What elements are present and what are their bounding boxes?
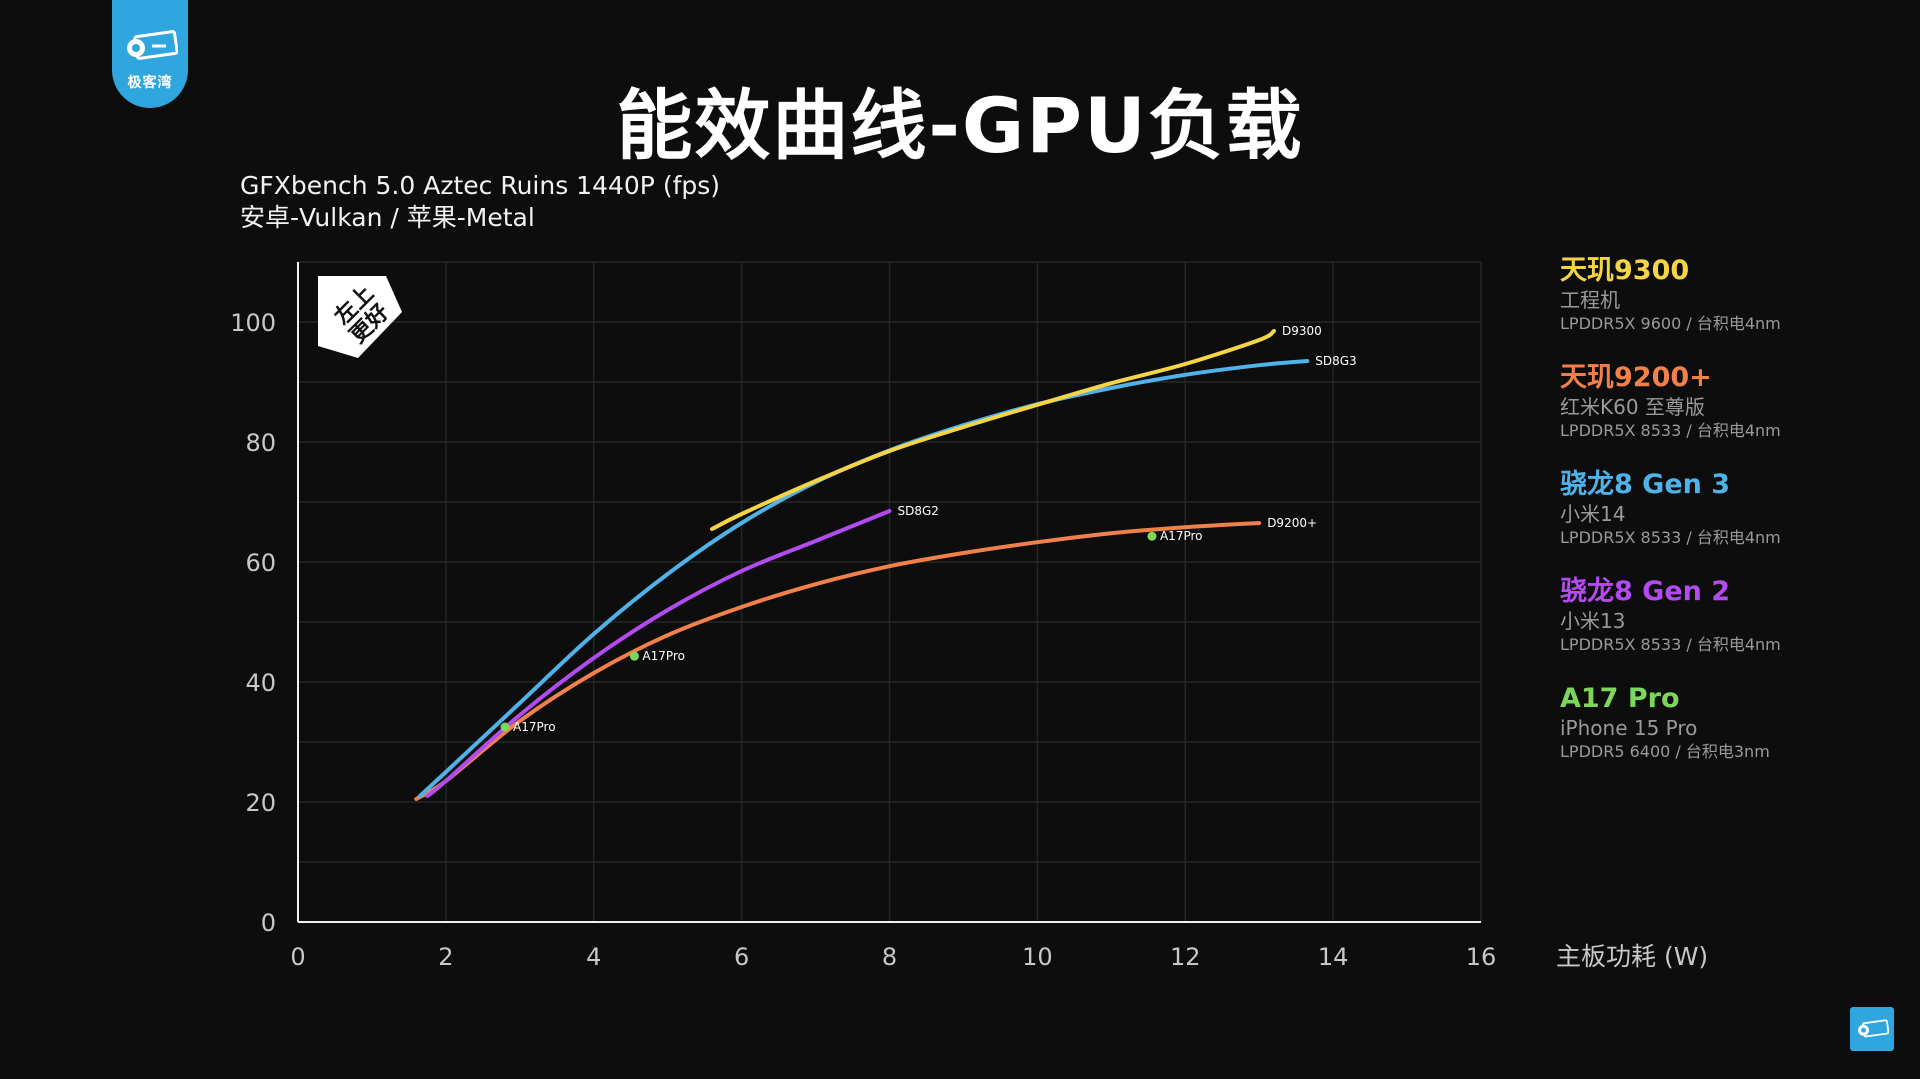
chart-series: D9200+ SD8G2 SD8G3 D9300 (414, 324, 1357, 801)
subtitle-line-1: GFXbench 5.0 Aztec Ruins 1440P (fps) (240, 171, 721, 200)
series-line-d9300 (710, 329, 1276, 531)
x-axis-label: 主板功耗 (W) (1556, 942, 1708, 971)
x-tick-label: 12 (1170, 943, 1201, 971)
subtitle-line-2: 安卓-Vulkan / 苹果-Metal (240, 203, 535, 232)
legend-item-device: iPhone 15 Pro (1560, 716, 1698, 740)
x-tick-label: 2 (438, 943, 453, 971)
a17pro-point (629, 651, 639, 661)
chart-points: A17Pro A17Pro A17Pro (500, 529, 1203, 734)
better-badge: 左上 更好 (318, 276, 402, 358)
legend-item-spec: LPDDR5X 8533 / 台积电4nm (1560, 528, 1781, 547)
page-title: 能效曲线-GPU负载 (616, 81, 1304, 170)
chart-grid (298, 261, 1482, 922)
x-tick-label: 4 (586, 943, 601, 971)
legend-item-name: 骁龙8 Gen 3 (1560, 469, 1731, 500)
legend-item: A17 Pro iPhone 15 Pro LPDDR5 6400 / 台积电3nm (1560, 683, 1900, 790)
y-tick-label: 40 (245, 669, 276, 697)
legend-item-spec: LPDDR5 6400 / 台积电3nm (1560, 742, 1770, 761)
gear-icon (127, 30, 178, 60)
chart-axes (297, 262, 1481, 923)
x-tick-label: 8 (882, 943, 897, 971)
a17pro-point-label: A17Pro (513, 720, 556, 734)
x-tick-label: 10 (1022, 943, 1053, 971)
series-line-d9200 (414, 521, 1262, 801)
legend-item-name: A17 Pro (1560, 683, 1680, 714)
series-end-label-sd8g3: SD8G3 (1315, 354, 1356, 368)
series-line-sd8g2 (425, 509, 892, 798)
legend-item-device: 小米14 (1560, 502, 1626, 526)
a17pro-point-label: A17Pro (1160, 529, 1203, 543)
legend-item-device: 工程机 (1560, 288, 1620, 312)
series-end-label-d9300: D9300 (1282, 324, 1322, 338)
brand-logo: 极客湾 (112, 0, 188, 108)
legend-item: 天玑9300 工程机 LPDDR5X 9600 / 台积电4nm (1560, 255, 1900, 362)
x-tick-label: 16 (1466, 943, 1497, 971)
chart-subtitle: GFXbench 5.0 Aztec Ruins 1440P (fps) 安卓-… (240, 170, 720, 234)
brand-name: 极客湾 (127, 75, 173, 91)
x-tick-label: 14 (1318, 943, 1349, 971)
legend-item: 骁龙8 Gen 3 小米14 LPDDR5X 8533 / 台积电4nm (1560, 469, 1900, 576)
watermark-logo (1850, 1007, 1894, 1051)
legend-item-name: 天玑9300 (1560, 255, 1690, 286)
series-end-label-sd8g2: SD8G2 (898, 504, 939, 518)
a17pro-point (1147, 531, 1157, 541)
legend-item-device: 小米13 (1560, 609, 1626, 633)
legend-item-name: 骁龙8 Gen 2 (1560, 576, 1731, 607)
chart-ticks: 0 2 4 6 8 10 12 14 16 0 20 40 60 80 100 (230, 309, 1496, 971)
x-tick-label: 0 (290, 943, 305, 971)
y-tick-label: 20 (245, 789, 276, 817)
y-tick-label: 100 (230, 309, 276, 337)
legend-item: 骁龙8 Gen 2 小米13 LPDDR5X 8533 / 台积电4nm (1560, 576, 1900, 683)
a17pro-point-label: A17Pro (642, 649, 685, 663)
legend-item-spec: LPDDR5X 8533 / 台积电4nm (1560, 421, 1781, 440)
watermark-icon (1858, 1019, 1889, 1038)
legend-item: 天玑9200+ 红米K60 至尊版 LPDDR5X 8533 / 台积电4nm (1560, 362, 1900, 469)
y-tick-label: 60 (245, 549, 276, 577)
y-tick-label: 80 (245, 429, 276, 457)
series-end-label-d9200: D9200+ (1267, 516, 1317, 530)
legend-item-device: 红米K60 至尊版 (1560, 395, 1705, 419)
legend-item-name: 天玑9200+ (1560, 362, 1712, 393)
x-tick-label: 6 (734, 943, 749, 971)
y-tick-label: 0 (261, 909, 276, 937)
legend-item-spec: LPDDR5X 9600 / 台积电4nm (1560, 314, 1781, 333)
legend: 天玑9300 工程机 LPDDR5X 9600 / 台积电4nm 天玑9200+ 红米K… (1560, 255, 1900, 790)
legend-item-spec: LPDDR5X 8533 / 台积电4nm (1560, 635, 1781, 654)
a17pro-point (500, 722, 510, 732)
